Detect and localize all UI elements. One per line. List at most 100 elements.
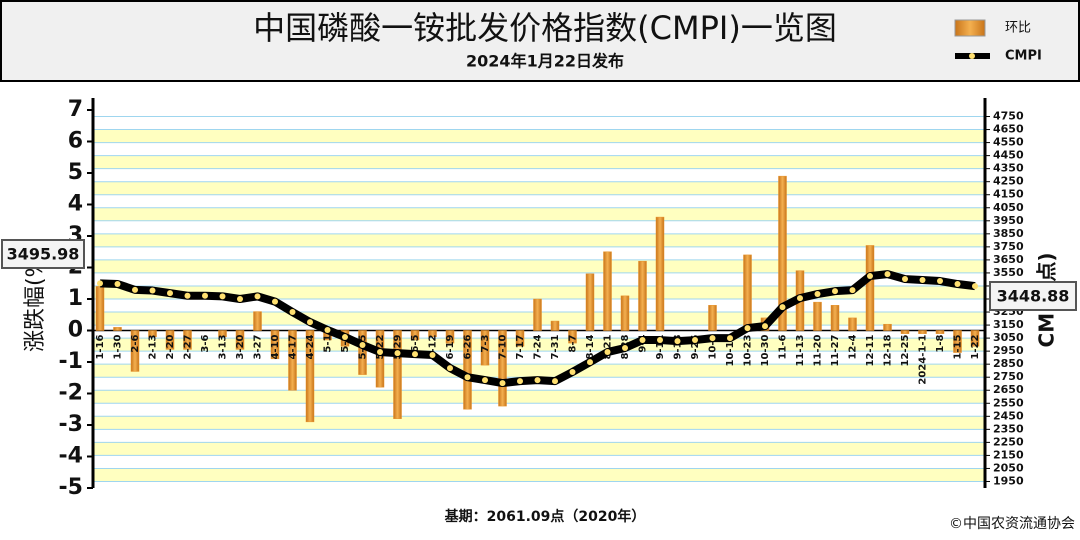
x-tick-label: 2-6 <box>130 334 141 352</box>
cmpi-point <box>569 368 576 375</box>
cmpi-point <box>517 378 523 385</box>
bar <box>148 330 157 338</box>
y2-tick-label: 4050 <box>993 201 1024 214</box>
bar <box>375 330 385 388</box>
cmpi-point <box>219 293 226 300</box>
cmpi-point <box>622 345 628 352</box>
cmpi-point <box>534 377 541 384</box>
y2-tick-label: 2750 <box>993 370 1024 383</box>
x-tick-label: 5-22 <box>375 334 386 359</box>
bar <box>848 317 857 331</box>
cmpi-point <box>849 287 856 294</box>
cmpi-point <box>639 337 646 344</box>
x-tick-label: 6-19 <box>445 334 456 359</box>
y2-tick-label: 3550 <box>993 266 1024 279</box>
bar <box>953 330 962 353</box>
y-tick-label: -3 <box>59 412 83 437</box>
grid-band <box>93 155 985 169</box>
y2-tick-label: 2650 <box>993 383 1024 396</box>
x-tick-label: 11-20 <box>813 334 824 366</box>
x-tick-label: 6-12 <box>428 334 439 359</box>
y2-tick-label: 2050 <box>993 461 1024 474</box>
bar <box>970 330 980 347</box>
x-tick-label: 5-8 <box>340 334 351 352</box>
y2-tick-label: 2250 <box>993 435 1024 448</box>
y2-tick-label: 4550 <box>993 136 1024 149</box>
x-tick-label: 1-30 <box>113 334 124 359</box>
x-tick-label: 8-14 <box>585 334 596 359</box>
cmpi-point <box>727 335 733 342</box>
cmpi-point <box>412 351 418 358</box>
cmpi-point <box>359 342 366 349</box>
cmpi-point <box>272 298 278 305</box>
bar <box>515 330 525 347</box>
grid-band <box>93 416 985 430</box>
y2-tick-label: 3150 <box>993 318 1024 331</box>
bar <box>830 305 840 331</box>
cmpi-point <box>482 377 488 384</box>
bar <box>900 330 910 334</box>
x-tick-label: 11-27 <box>830 334 841 366</box>
bar <box>270 330 280 360</box>
bar <box>165 330 175 350</box>
cmpi-point <box>167 290 173 297</box>
bar <box>533 298 542 331</box>
cmpi-point <box>919 276 926 283</box>
annotation: 3448.88 <box>997 287 1070 306</box>
y2-tick-label: 2150 <box>993 448 1024 461</box>
cmpi-point <box>237 296 243 302</box>
cmpi-point <box>604 349 611 356</box>
x-tick-label: 1-16 <box>95 334 106 359</box>
bar <box>235 330 245 350</box>
grid-band <box>93 364 985 378</box>
legend-dot <box>969 53 975 59</box>
credit: ©中国农资流通协会 <box>949 516 1075 532</box>
y-tick-label: 5 <box>68 160 83 185</box>
cmpi-point <box>902 276 908 283</box>
x-tick-label: 3-27 <box>253 334 264 359</box>
grid-band <box>93 390 985 404</box>
x-tick-label: 8-21 <box>603 334 614 359</box>
cmpi-point <box>779 304 786 311</box>
x-tick-label: 9-11 <box>655 334 666 359</box>
y-tick-label: 0 <box>68 318 83 343</box>
bar <box>183 330 192 350</box>
y-tick-label: -5 <box>59 475 83 500</box>
footnote: 基期：2061.09点（2020年） <box>445 508 646 525</box>
bar <box>393 330 402 419</box>
grid-band <box>93 468 985 482</box>
y2-tick-label: 3950 <box>993 214 1024 227</box>
cmpi-point <box>394 350 401 357</box>
x-tick-label: 7-3 <box>480 334 491 352</box>
x-tick-label: 11-6 <box>778 334 789 359</box>
y2-tick-label: 2550 <box>993 396 1024 409</box>
cmpi-point <box>447 365 453 372</box>
y-tick-label: 6 <box>68 129 83 154</box>
y-tick-label: 1 <box>68 286 83 311</box>
y2-tick-label: 3850 <box>993 227 1024 240</box>
bar <box>655 216 665 331</box>
bar <box>95 286 105 331</box>
y2-tick-label: 3650 <box>993 253 1024 266</box>
cmpi-point <box>254 293 261 300</box>
y2-tick-label: 2350 <box>993 422 1024 435</box>
bar <box>568 330 577 344</box>
x-tick-label: 6-26 <box>463 334 474 359</box>
annotation-box <box>989 281 1077 311</box>
cmpi-point <box>587 359 593 366</box>
y2-tick-label: 3050 <box>993 331 1024 344</box>
y2-tick-label: 4650 <box>993 123 1024 136</box>
x-tick-label: 7-31 <box>550 334 561 359</box>
x-tick-label: 10-23 <box>743 334 754 366</box>
y2-tick-label: 3750 <box>993 240 1024 253</box>
x-tick-label: 12-18 <box>883 334 894 366</box>
y2-tick-label: 4250 <box>993 175 1024 188</box>
bar <box>498 330 507 407</box>
x-tick-label: 10-16 <box>725 334 736 366</box>
bar <box>445 330 455 344</box>
cmpi-point <box>937 278 943 285</box>
cmpi-point <box>552 378 558 385</box>
cmpi-point <box>307 319 313 326</box>
bar <box>463 330 472 410</box>
